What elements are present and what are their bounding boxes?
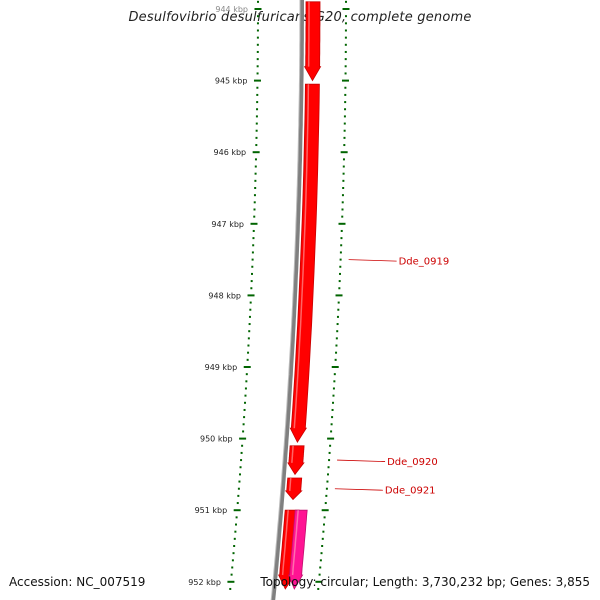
gene-highlight-6 <box>291 510 299 576</box>
gene-highlight-3 <box>291 445 294 463</box>
accession-label: Accession: NC_007519 <box>9 575 146 589</box>
gene-label-dde_0919: Dde_0919 <box>399 257 450 268</box>
gene-highlight-4 <box>288 478 292 492</box>
tick-label-945: 945 kbp <box>215 77 248 86</box>
gene-arrow-1 <box>303 1 322 82</box>
tick-label-949: 949 kbp <box>205 363 238 372</box>
gene-arrow-dde_0919 <box>289 83 320 444</box>
tick-label-947: 947 kbp <box>211 220 244 229</box>
chromosome-backbone <box>271 0 304 600</box>
gene-label-dde_0921: Dde_0921 <box>385 486 436 497</box>
tick-label-952: 952 kbp <box>188 578 221 587</box>
gene-arrow-dde_0921 <box>284 477 303 501</box>
genome-summary: Topology: circular; Length: 3,730,232 bp… <box>260 575 590 589</box>
tick-label-950: 950 kbp <box>200 435 233 444</box>
gene-highlight-5 <box>281 510 289 576</box>
gene-leader-dde_0919 <box>348 259 397 262</box>
tick-label-946: 946 kbp <box>214 148 247 157</box>
tick-label-944: 944 kbp <box>215 5 248 14</box>
gene-leader-dde_0921 <box>334 488 383 491</box>
gene-arrow-dde_0920 <box>287 445 305 476</box>
gene-label-dde_0920: Dde_0920 <box>387 457 438 468</box>
tick-label-948: 948 kbp <box>208 291 241 300</box>
tick-label-951: 951 kbp <box>195 506 228 515</box>
gene-highlight-2 <box>293 84 310 429</box>
gene-leader-dde_0920 <box>337 459 386 462</box>
chromosome-backbone-highlight <box>270 0 301 600</box>
